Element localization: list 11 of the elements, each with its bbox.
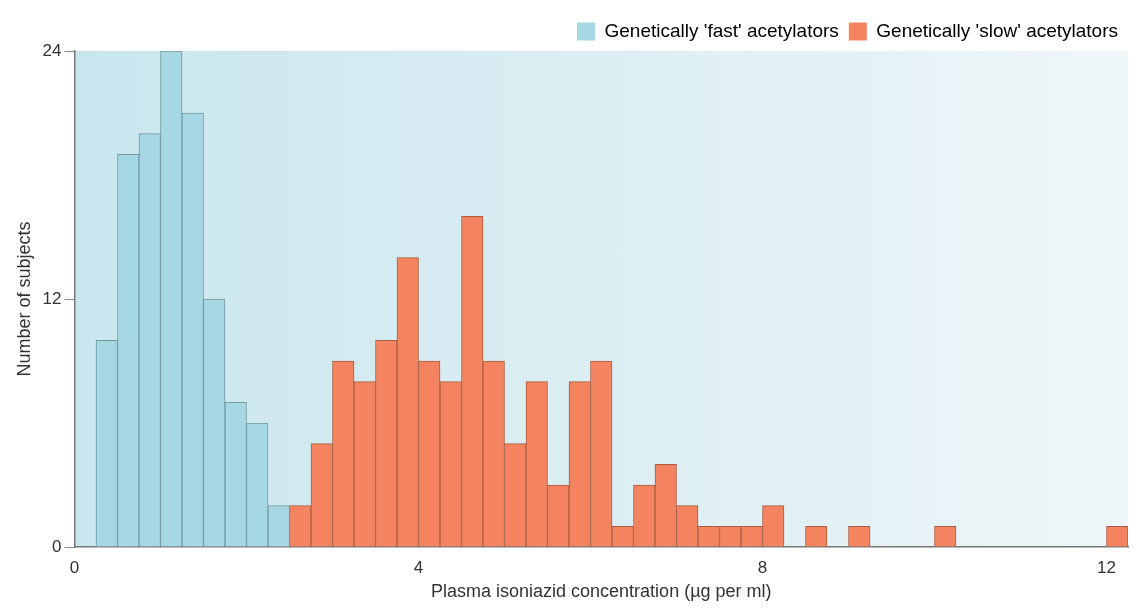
- x-tick-label: 12: [1097, 557, 1116, 577]
- legend-label: Genetically 'fast' acetylators: [604, 19, 839, 41]
- legend-label: Genetically 'slow' acetylators: [876, 19, 1118, 41]
- x-tick-label: 8: [757, 557, 768, 577]
- y-tick-label: 0: [52, 536, 62, 556]
- x-tick-label: 0: [69, 557, 80, 577]
- y-tick-label: 24: [42, 40, 62, 60]
- x-axis-title: Plasma isoniazid concentration (µg per ml): [431, 581, 772, 602]
- y-axis-title: Number of subjects: [13, 221, 34, 377]
- x-tick-label: 4: [413, 557, 424, 577]
- y-tick-label: 12: [42, 288, 62, 308]
